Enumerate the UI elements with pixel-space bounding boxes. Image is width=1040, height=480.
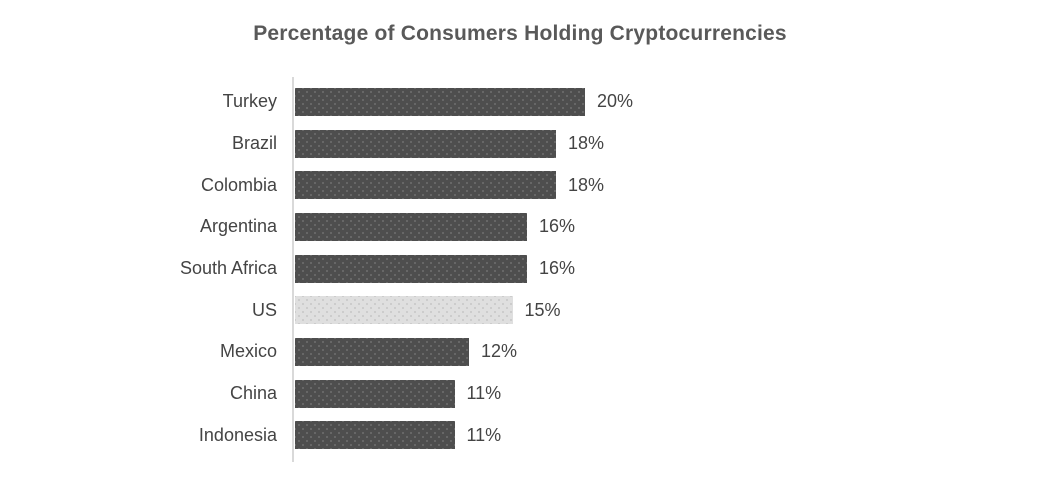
chart-row: Colombia 18% — [0, 164, 1040, 206]
category-label: Turkey — [222, 91, 277, 112]
bar — [295, 254, 527, 283]
value-label: 18% — [568, 174, 605, 195]
category-label: South Africa — [179, 258, 277, 279]
value-label: 20% — [597, 91, 634, 112]
category-label: Argentina — [199, 216, 277, 237]
chart-row: South Africa 16% — [0, 248, 1040, 290]
category-label: US — [251, 299, 277, 320]
bar-area: 15% — [295, 296, 561, 325]
y-axis-line — [292, 77, 294, 462]
chart-row: Indonesia 11% — [0, 415, 1040, 457]
bar — [295, 337, 469, 366]
bar — [295, 171, 556, 200]
bar — [295, 421, 455, 450]
value-label: 16% — [539, 216, 576, 237]
chart-row: Argentina 16% — [0, 206, 1040, 248]
value-label: 11% — [466, 424, 502, 445]
chart-rows: Turkey 20% Brazil 18% Colombia 18% Argentina 16… — [0, 81, 1040, 456]
category-label: China — [229, 383, 277, 404]
chart-row: China 11% — [0, 373, 1040, 415]
bar-area: 20% — [295, 87, 634, 116]
chart-row: Brazil 18% — [0, 123, 1040, 165]
category-label: Mexico — [219, 341, 277, 362]
bar — [295, 87, 585, 116]
chart-title: Percentage of Consumers Holding Cryptocu… — [253, 22, 787, 45]
bar — [295, 129, 556, 158]
value-label: 18% — [568, 133, 605, 154]
value-label: 15% — [524, 299, 561, 320]
bar-area: 11% — [295, 379, 502, 408]
chart-row: Turkey 20% — [0, 81, 1040, 123]
value-label: 12% — [481, 341, 518, 362]
category-label: Indonesia — [198, 424, 277, 445]
chart-row: Mexico 12% — [0, 331, 1040, 373]
bar — [295, 212, 527, 241]
bar-area: 18% — [295, 129, 605, 158]
category-label: Brazil — [231, 133, 277, 154]
bar-highlighted — [295, 296, 513, 325]
bar-area: 18% — [295, 171, 605, 200]
value-label: 16% — [539, 258, 576, 279]
value-label: 11% — [466, 383, 502, 404]
bar-area: 12% — [295, 337, 518, 366]
chart-row: US 15% — [0, 289, 1040, 331]
bar-area: 11% — [295, 421, 502, 450]
bar-area: 16% — [295, 254, 576, 283]
bar — [295, 379, 455, 408]
category-label: Colombia — [200, 174, 277, 195]
bar-area: 16% — [295, 212, 576, 241]
